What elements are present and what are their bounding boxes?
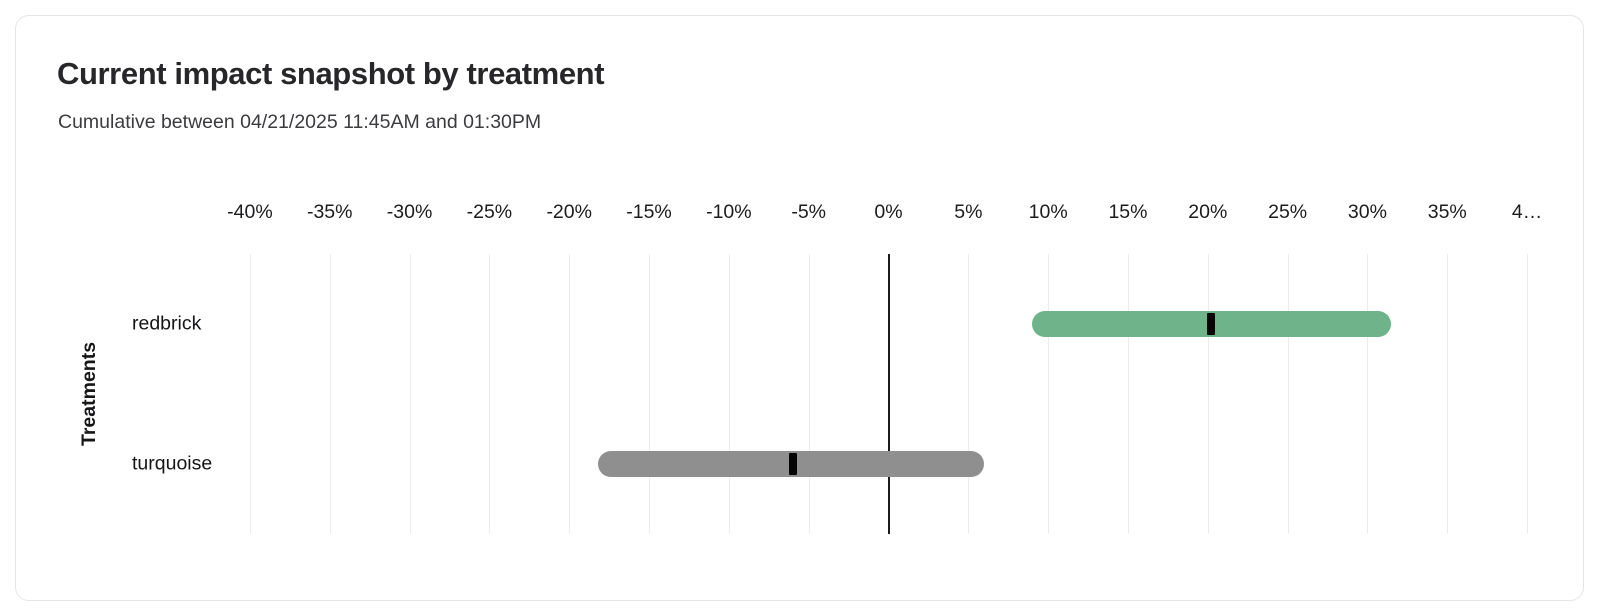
grid-line <box>249 254 251 534</box>
x-tick-label: -25% <box>466 201 513 223</box>
point-estimate-marker-turquoise <box>788 453 797 475</box>
grid-line <box>1048 254 1050 534</box>
x-tick-label: 0% <box>874 201 903 223</box>
x-tick-label: -15% <box>626 201 672 223</box>
impact-snapshot-card: Current impact snapshot by treatment Cum… <box>15 15 1584 601</box>
x-tick-label: 5% <box>954 201 983 223</box>
grid-line <box>1127 254 1129 534</box>
x-tick-label: 35% <box>1427 201 1467 223</box>
grid-line <box>649 254 651 534</box>
x-tick-label: -10% <box>706 201 752 223</box>
y-axis-label: Treatments <box>78 341 100 447</box>
grid-line <box>489 254 491 534</box>
grid-line <box>569 254 571 534</box>
zero-axis-line <box>887 254 890 534</box>
grid-line <box>728 254 730 534</box>
x-axis-tick-row: -40% -35% -30% -25% -20% -15% -10% -5% 0% 5% 10% 15… <box>210 201 1567 231</box>
grid-line <box>968 254 970 534</box>
date-range-subtitle: Cumulative between 04/21/2025 11:45AM an… <box>58 111 542 133</box>
x-tick-label: 10% <box>1028 201 1068 223</box>
point-estimate-marker-redbrick <box>1206 313 1215 335</box>
x-tick-label: -30% <box>386 201 433 223</box>
treatment-row-labels: redbrick turquoise <box>132 254 252 534</box>
x-tick-label: 30% <box>1347 201 1387 223</box>
impact-range-chart: -40% -35% -30% -25% -20% -15% -10% -5% 0% 5% 10% 15… <box>16 16 1583 600</box>
grid-line <box>1447 254 1449 534</box>
x-tick-label: 4… <box>1511 201 1543 223</box>
x-tick-label: -20% <box>546 201 592 223</box>
x-tick-label: 25% <box>1268 201 1308 223</box>
grid-line <box>1367 254 1369 534</box>
grid-line <box>1207 254 1209 534</box>
grid-line <box>1287 254 1289 534</box>
x-tick-label: -5% <box>791 201 827 223</box>
plot-area <box>210 254 1567 534</box>
x-tick-label: 15% <box>1108 201 1148 223</box>
grid-line <box>329 254 331 534</box>
treatment-label-redbrick: redbrick <box>132 312 202 335</box>
grid-line <box>409 254 411 534</box>
grid-line <box>808 254 810 534</box>
grid-line <box>1527 254 1529 534</box>
x-tick-label: -35% <box>306 201 353 223</box>
treatment-label-turquoise: turquoise <box>132 452 213 475</box>
x-tick-label: -40% <box>227 201 273 223</box>
x-tick-label: 20% <box>1188 201 1228 223</box>
page-title: Current impact snapshot by treatment <box>57 56 605 91</box>
